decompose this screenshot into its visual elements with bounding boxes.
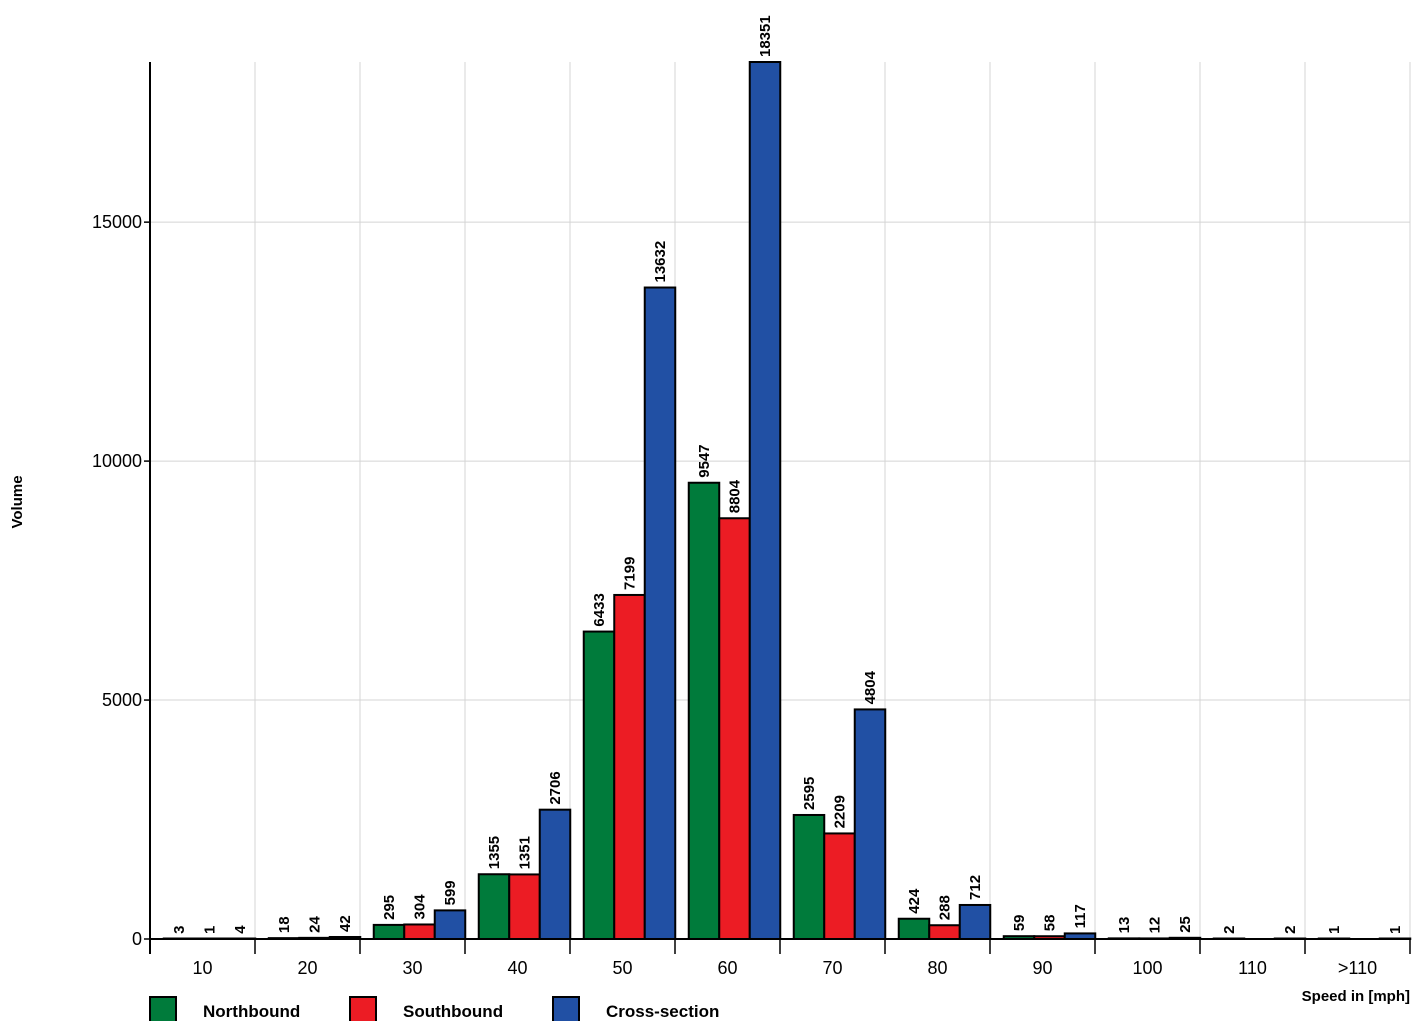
legend: Northbound Southbound Cross-section bbox=[149, 996, 719, 1021]
tick-labels-group: 0 5000 10000 15000 10 20 30 40 50 60 70 80 90 100 110 >… bbox=[92, 212, 1377, 978]
data-label: 9547 bbox=[696, 444, 713, 477]
x-tick-label: 40 bbox=[507, 958, 527, 978]
y-tick-label: 10000 bbox=[92, 451, 142, 471]
x-tick-label: 50 bbox=[612, 958, 632, 978]
x-tick-label: 20 bbox=[297, 958, 317, 978]
x-axis-title: Speed in [mph] bbox=[1302, 988, 1410, 1005]
data-label: 25 bbox=[1177, 916, 1194, 933]
data-label: 13 bbox=[1116, 917, 1133, 934]
data-label: 7199 bbox=[621, 557, 638, 590]
data-label: 18 bbox=[276, 916, 293, 933]
legend-label-northbound: Northbound bbox=[203, 1002, 300, 1021]
bar-cross-section-40 bbox=[538, 808, 572, 941]
bars-group bbox=[162, 61, 1412, 941]
data-label: 1 bbox=[1326, 926, 1343, 934]
bar-southbound-80 bbox=[928, 924, 961, 940]
bar-northbound-40 bbox=[477, 873, 511, 941]
bar-cross-section-80 bbox=[958, 903, 992, 941]
x-tick-label: 30 bbox=[402, 958, 422, 978]
data-label: 24 bbox=[307, 916, 324, 933]
x-tick-label: 110 bbox=[1238, 958, 1267, 978]
data-label: 3 bbox=[171, 926, 188, 934]
legend-swatch-cross-section bbox=[552, 996, 580, 1021]
legend-swatch-northbound bbox=[149, 996, 177, 1021]
bar-cross-section-70 bbox=[853, 708, 887, 940]
bar-northbound-50 bbox=[582, 630, 616, 940]
data-label: 2 bbox=[1221, 926, 1238, 934]
bar-northbound-30 bbox=[372, 923, 406, 940]
bar-southbound-50 bbox=[613, 593, 646, 940]
bar-southbound-60 bbox=[718, 517, 751, 940]
data-label: 2706 bbox=[547, 771, 564, 804]
axes-group bbox=[144, 62, 1411, 954]
data-label: 4 bbox=[232, 925, 249, 934]
data-label: 18351 bbox=[757, 15, 774, 57]
data-label: 295 bbox=[381, 895, 398, 920]
legend-swatch-southbound bbox=[349, 996, 377, 1021]
bar-southbound-30 bbox=[403, 923, 436, 940]
bar-northbound-70 bbox=[792, 813, 826, 940]
x-tick-label: 100 bbox=[1132, 958, 1162, 978]
data-label: 1355 bbox=[486, 836, 503, 869]
bar-northbound-60 bbox=[687, 481, 721, 940]
data-label: 424 bbox=[906, 888, 923, 914]
y-tick-label: 5000 bbox=[102, 690, 142, 710]
bar-cross-section-30 bbox=[433, 909, 467, 940]
bar-northbound-80 bbox=[897, 917, 931, 941]
bar-cross-section-60 bbox=[748, 61, 782, 940]
data-label: 12 bbox=[1147, 917, 1164, 934]
data-label: 304 bbox=[412, 894, 429, 920]
data-label: 59 bbox=[1011, 914, 1028, 931]
x-tick-label: 80 bbox=[927, 958, 947, 978]
x-tick-label: 10 bbox=[192, 958, 212, 978]
data-label: 8804 bbox=[727, 479, 744, 513]
data-label: 1 bbox=[202, 926, 219, 934]
y-tick-label: 0 bbox=[132, 929, 142, 949]
data-label: 58 bbox=[1042, 915, 1059, 932]
data-label: 4804 bbox=[862, 670, 879, 704]
data-label: 1 bbox=[1387, 926, 1404, 934]
bar-southbound-70 bbox=[823, 832, 856, 941]
data-label: 6433 bbox=[591, 593, 608, 626]
data-label: 2209 bbox=[832, 795, 849, 828]
data-label: 288 bbox=[937, 895, 954, 920]
legend-label-cross-section: Cross-section bbox=[606, 1002, 719, 1021]
y-tick-label: 15000 bbox=[92, 212, 142, 232]
y-axis-title: Volume bbox=[9, 475, 26, 528]
x-tick-label: 90 bbox=[1032, 958, 1052, 978]
bar-cross-section-50 bbox=[643, 286, 677, 941]
x-tick-label: >110 bbox=[1338, 958, 1377, 978]
x-tick-label: 70 bbox=[822, 958, 842, 978]
legend-label-southbound: Southbound bbox=[403, 1002, 503, 1021]
data-label: 712 bbox=[967, 875, 984, 900]
data-label: 1351 bbox=[517, 836, 534, 869]
data-label: 2595 bbox=[801, 777, 818, 810]
data-label: 599 bbox=[442, 880, 459, 905]
data-label: 117 bbox=[1072, 904, 1089, 928]
x-tick-label: 60 bbox=[717, 958, 737, 978]
bar-southbound-40 bbox=[508, 873, 541, 941]
data-label: 2 bbox=[1282, 926, 1299, 934]
data-label: 13632 bbox=[652, 241, 669, 283]
data-label: 42 bbox=[337, 915, 354, 932]
